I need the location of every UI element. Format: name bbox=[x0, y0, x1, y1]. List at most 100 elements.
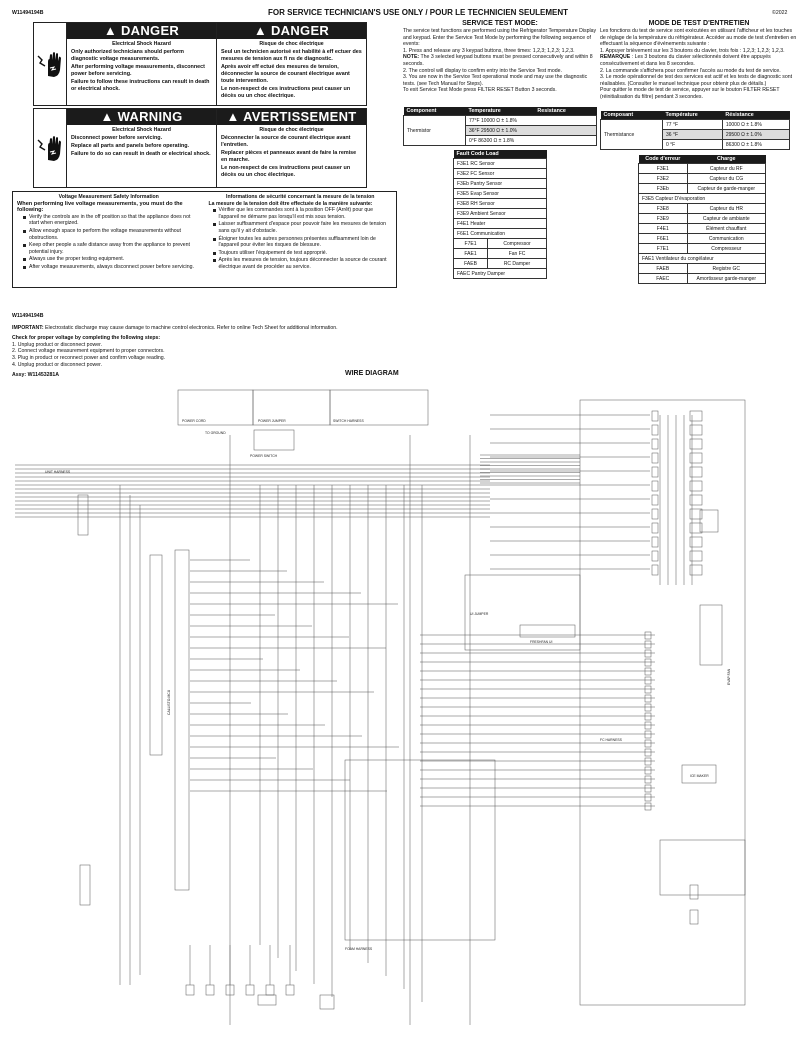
table-cell: F6E1 bbox=[638, 233, 688, 244]
column-header: Composant bbox=[600, 111, 663, 120]
warning-text: Déconnecter la source de courant électri… bbox=[221, 135, 351, 148]
table-cell: F3Eb bbox=[638, 183, 688, 194]
note-text: : Les 3 boutons du clavier sélectionnés … bbox=[600, 54, 771, 67]
voltage-safety-title-en: Voltage Measurement Safety Information bbox=[58, 194, 159, 200]
power-cord-label: POWER CORD bbox=[182, 419, 206, 423]
danger-banner-fr: ▲ DANGER bbox=[217, 23, 366, 39]
valve-icon bbox=[689, 909, 699, 925]
table-row: F3Eb Capteur de garde-manger bbox=[638, 183, 767, 194]
ice-maker-box bbox=[681, 764, 717, 784]
danger-text: Only authorized technicians should perfo… bbox=[71, 49, 184, 62]
table-cell: F3E8 RH Sensor bbox=[453, 198, 547, 209]
warning-subtitle-fr: Risque de choc électrique bbox=[259, 127, 324, 133]
danger-text: Après avoir eff ectué des mesures de ten… bbox=[221, 64, 350, 84]
service-test-note: REMARQUE : Les 3 boutons du clavier séle… bbox=[600, 54, 798, 67]
danger-box: ▲ DANGER Electrical Shock Hazard Only au… bbox=[33, 22, 367, 106]
list-item: Allow enough space to perform the voltag… bbox=[23, 228, 201, 241]
service-test-step: 3. Le mode opérationnel de test des serv… bbox=[600, 74, 793, 87]
warning-title-fr: AVERTISSEMENT bbox=[243, 109, 357, 124]
table-row: F4E1 Heater bbox=[453, 218, 547, 229]
service-test-mode-en: SERVICE TEST MODE: The service test func… bbox=[403, 20, 597, 94]
table-row: F3E1 Capteur du RF bbox=[638, 163, 767, 174]
table-row: 0°F 86300 Ω ± 1.8% bbox=[404, 135, 597, 146]
table-cell: Thermistance bbox=[600, 119, 663, 150]
table-row: FAEB Registre GC bbox=[638, 263, 767, 274]
connector bbox=[699, 509, 719, 533]
list-item: Toujours utiliser l'équipement de test a… bbox=[212, 250, 393, 257]
voltage-safety-list-fr: Vérifier que les commandes sont à la pos… bbox=[209, 207, 393, 270]
table-cell: F4E1 Heater bbox=[453, 218, 547, 229]
connector bbox=[651, 438, 659, 450]
connector bbox=[644, 757, 652, 766]
table-cell: F3E2 FC Sensor bbox=[453, 168, 547, 179]
table-cell: 36 °F bbox=[662, 129, 723, 140]
sensor-icon bbox=[689, 480, 703, 492]
warning-text: Failure to do so can result in death or … bbox=[71, 151, 211, 157]
column-header: Resistance bbox=[534, 107, 597, 116]
table-cell: FAEB bbox=[638, 263, 688, 274]
service-test-step: 2. The control will display to confirm e… bbox=[403, 67, 562, 74]
service-test-title: SERVICE TEST MODE: bbox=[462, 20, 538, 27]
power-switch-label: POWER SWITCH bbox=[250, 454, 278, 458]
evap-fan-icon bbox=[699, 604, 723, 666]
connector bbox=[265, 984, 275, 996]
list-item: Laisser suffisamment d'espace pour pouvo… bbox=[212, 221, 393, 234]
connector bbox=[644, 658, 652, 667]
mcu-connector bbox=[174, 549, 190, 891]
doc-number: W11494194B bbox=[12, 313, 44, 319]
column-header: Température bbox=[662, 111, 723, 120]
note-text: The 3 selected keypad buttons must be pr… bbox=[403, 54, 593, 67]
check-step: 1. Unplug product or disconnect power. bbox=[12, 341, 102, 348]
table-cell: F3E5 Evap Sensor bbox=[453, 188, 547, 199]
connector bbox=[651, 522, 659, 534]
ice-maker-label: ICE MAKER bbox=[690, 774, 709, 778]
sensor-icon bbox=[689, 410, 703, 422]
connector bbox=[644, 631, 652, 640]
table-cell: F7E1 bbox=[638, 243, 688, 254]
table-cell: Élément chauffant bbox=[686, 223, 767, 234]
table-cell: 36°F 29500 Ω ± 1.0% bbox=[465, 125, 597, 136]
mcu-connector bbox=[149, 554, 163, 756]
check-step: 4. Unplug product or disconnect power. bbox=[12, 361, 102, 368]
fault-code-table-fr: Code d'erreur Charge F3E1 Capteur du RF F3E… bbox=[638, 155, 767, 284]
list-item: Vérifier que les commandes sont à la pos… bbox=[212, 207, 393, 220]
table-row: F3E2 Capteur du CG bbox=[638, 173, 767, 184]
connector bbox=[644, 703, 652, 712]
warning-banner-fr: ▲ AVERTISSEMENT bbox=[217, 109, 366, 125]
connector bbox=[651, 564, 659, 576]
table-row: F6E1 Communication bbox=[453, 228, 547, 239]
table-cell: F6E1 Communication bbox=[453, 228, 547, 239]
table-cell: F3E1 RC Sensor bbox=[453, 158, 547, 169]
danger-text: Failure to follow these instructions can… bbox=[71, 79, 210, 92]
switch-harness-box bbox=[329, 389, 429, 426]
table-cell: Amortisseur garde-manger bbox=[686, 273, 767, 284]
table-cell: F3E9 bbox=[638, 213, 688, 224]
power-switch bbox=[253, 429, 295, 451]
fc-section-box bbox=[579, 399, 746, 1006]
table-row: FAE1 Ventilateur du congélateur bbox=[638, 253, 766, 264]
connector bbox=[644, 802, 652, 811]
table-cell: Fan FC bbox=[487, 248, 547, 259]
table-cell: RC Damper bbox=[487, 258, 547, 269]
important-label: IMPORTANT: bbox=[12, 324, 44, 331]
table-row: F7E1 Compresseur bbox=[638, 243, 767, 254]
table-header-row: Component Temperature Resistance bbox=[403, 107, 597, 116]
column-header: Charge bbox=[687, 155, 766, 164]
danger-subtitle-fr: Risque de choc électrique bbox=[259, 41, 324, 47]
table-cell: Thermistor bbox=[403, 115, 466, 146]
warning-banner-en: ▲ WARNING bbox=[67, 109, 216, 125]
important-text: Electrostatic discharge may cause damage… bbox=[43, 324, 338, 331]
column-header: Résistance bbox=[722, 111, 790, 120]
mcu-label: CALLISTO-MCU bbox=[167, 689, 171, 715]
table-cell: Capteur du RF bbox=[686, 163, 767, 174]
table-header-row: Composant Température Résistance bbox=[600, 111, 790, 120]
service-test-mode-fr: MODE DE TEST D'ENTRETIEN Les fonctions d… bbox=[600, 20, 798, 101]
table-row: F3E9 Capteur de ambiante bbox=[638, 213, 767, 224]
foam-section-box bbox=[344, 759, 496, 941]
table-cell: 0°F 86300 Ω ± 1.8% bbox=[465, 135, 597, 146]
table-cell: 77°F 10000 Ω ± 1.8% bbox=[465, 115, 597, 126]
wire-diagram-intro: W11494194B IMPORTANT: Electrostatic disc… bbox=[12, 313, 612, 379]
service-test-note: NOTE: The 3 selected keypad buttons must… bbox=[403, 54, 597, 67]
check-title: Check for proper voltage by completing t… bbox=[12, 335, 161, 342]
table-cell: FAE1 bbox=[452, 248, 489, 259]
